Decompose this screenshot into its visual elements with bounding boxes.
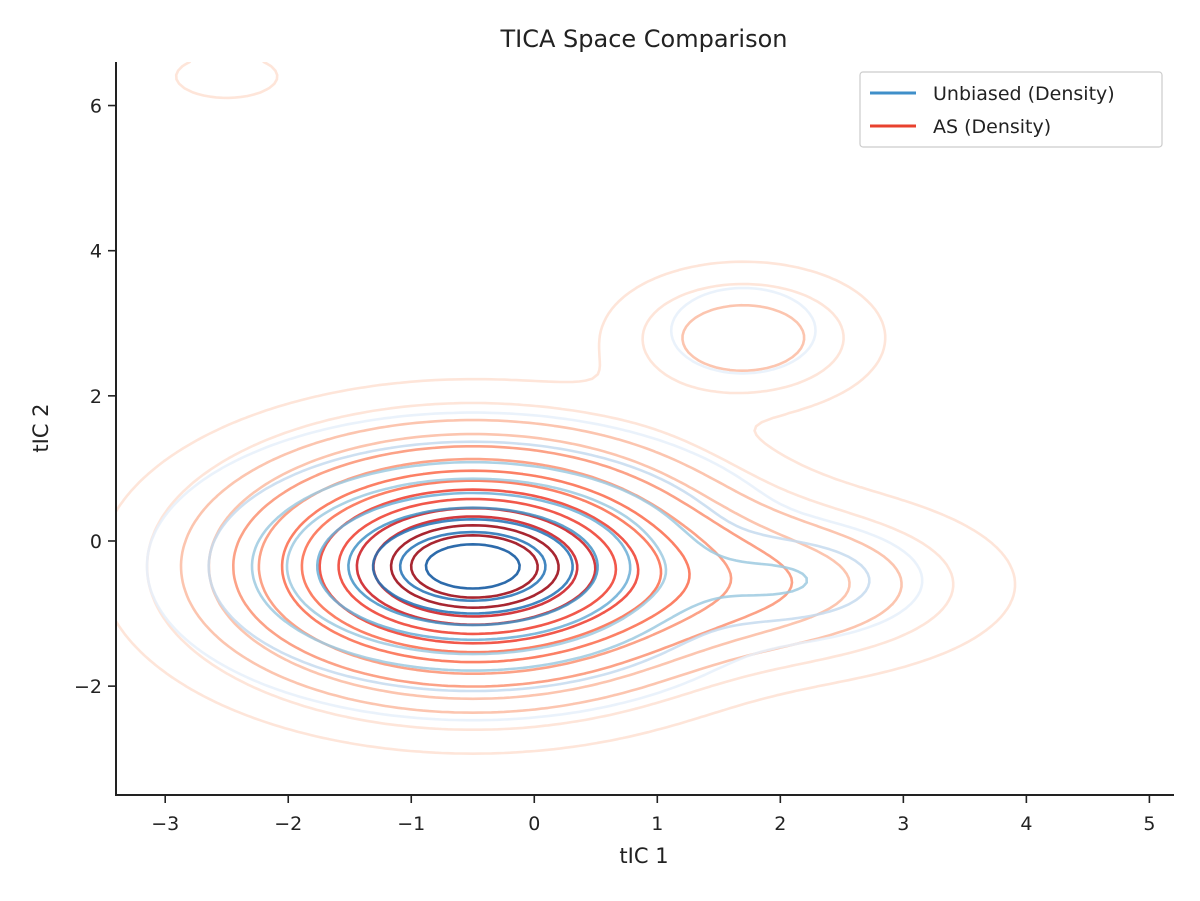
unbiased-contour-line (316, 491, 632, 642)
x-tick-label: 5 (1143, 813, 1155, 835)
as-contour-line (145, 282, 955, 731)
unbiased-contour-line (424, 543, 521, 590)
x-tick-label: 1 (651, 813, 663, 835)
legend-label-as: AS (Density) (933, 116, 1051, 138)
y-tick-label: 6 (90, 96, 102, 118)
as-contour-line (116, 62, 1017, 755)
y-axis-title: tIC 2 (29, 403, 53, 452)
y-ticks: −2 0 2 4 6 (74, 96, 116, 698)
as-contour-line (280, 469, 691, 664)
y-tick-label: 0 (90, 531, 102, 553)
unbiased-contour-line (347, 506, 599, 627)
y-tick-label: 2 (90, 386, 102, 408)
y-tick-label: 4 (90, 241, 102, 263)
as-contour-line (409, 534, 539, 599)
chart-title: TICA Space Comparison (499, 25, 787, 53)
x-tick-label: 4 (1020, 813, 1032, 835)
legend-box (859, 71, 1163, 148)
unbiased-contour-line (207, 440, 871, 693)
x-tick-label: −2 (274, 813, 302, 835)
as-contour-line (179, 303, 903, 714)
as-contour-line (232, 445, 794, 688)
y-tick-label: −2 (74, 676, 102, 698)
x-tick-label: −3 (151, 813, 179, 835)
as-contour-line (389, 524, 560, 609)
unbiased-contour-line (285, 477, 668, 656)
x-tick-label: −1 (397, 813, 425, 835)
unbiased-contour-line (250, 460, 808, 672)
x-tick-label: 0 (528, 813, 540, 835)
x-axis-title: tIC 1 (619, 844, 668, 868)
as-contour-line (300, 479, 663, 654)
as-contour-line (337, 497, 618, 636)
unbiased-contour-line (145, 286, 924, 722)
legend: Unbiased (Density) AS (Density) (859, 71, 1163, 148)
x-tick-label: 2 (774, 813, 786, 835)
x-tick-label: 3 (897, 813, 909, 835)
x-ticks: −3 −2 −1 0 1 2 3 4 5 (151, 795, 1155, 835)
unbiased-contour-line (398, 530, 547, 602)
contour-layer (116, 62, 1017, 755)
unbiased-contour-line (371, 518, 574, 615)
legend-label-unbiased: Unbiased (Density) (933, 83, 1115, 105)
